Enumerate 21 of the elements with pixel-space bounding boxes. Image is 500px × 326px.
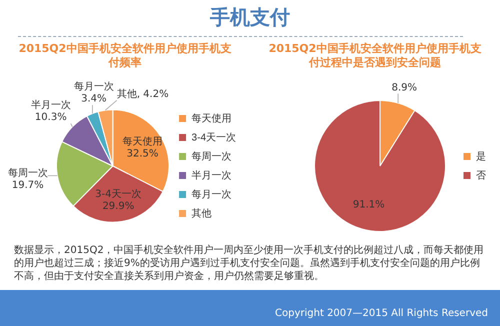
data-label: 每天使用 32.5% — [122, 135, 163, 160]
legend-label: 半月一次 — [192, 169, 232, 182]
chart-title: 2015Q2中国手机安全软件用户使用手机支付过程中是否遇到安全问题 — [268, 42, 482, 70]
legend-label: 是 — [476, 151, 486, 162]
data-label: 3-4天一次 29.9% — [95, 189, 142, 212]
text: Copyright 2007—2015 All Rights Reserved — [0, 290, 500, 326]
data-label: 半月一次 10.3% — [30, 99, 71, 124]
chart-title: 2015Q2中国手机安全软件用户使用手机支付频率 — [18, 42, 232, 70]
data-label: 其他, 4.2% — [116, 88, 169, 100]
legend-label: 每月一次 — [192, 188, 232, 200]
data-label: 8.9% — [392, 82, 418, 94]
data-label: 每周一次 19.7% — [8, 167, 48, 192]
legend-label: 否 — [476, 170, 486, 182]
legend-label: 3-4天一次 — [192, 132, 236, 144]
data-label: 每月一次 3.4% — [74, 80, 114, 105]
legend-label: 其他 — [192, 207, 212, 220]
data-label: 91.1% — [352, 200, 385, 211]
legend-label: 每周一次 — [192, 150, 232, 162]
text: 数据显示，2015Q2，中国手机安全软件用户一周内至少使用一次手机支付的比例超过八成，而每天都使用的用户也超过三成；接近9%的受访用户遇到过手机支付安全问题。虽然遇到手机支付安全问题的用户比例不高，但由于支付安全直接关系到用户资金，用户仍然需要足够重视。 — [14, 244, 484, 283]
text: 手机支付 — [209, 4, 291, 31]
legend-label: 每天使用 — [192, 112, 232, 124]
